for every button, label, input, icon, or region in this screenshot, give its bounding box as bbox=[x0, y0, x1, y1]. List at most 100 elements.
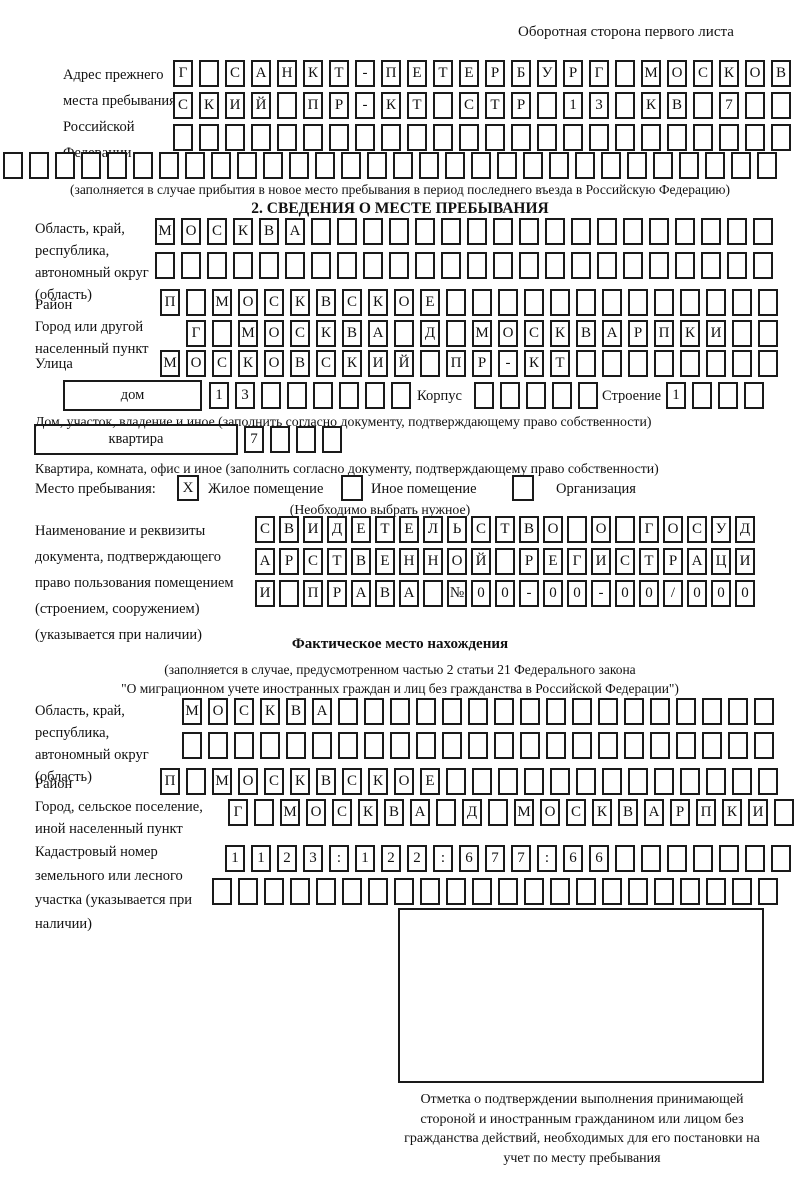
char-cell[interactable]: Л bbox=[423, 516, 443, 543]
char-cell[interactable]: 3 bbox=[589, 92, 609, 119]
char-cell[interactable] bbox=[654, 768, 674, 795]
char-cell[interactable]: Р bbox=[485, 60, 505, 87]
char-cell[interactable]: А bbox=[255, 548, 275, 575]
char-cell[interactable] bbox=[519, 218, 539, 245]
char-cell[interactable] bbox=[650, 698, 670, 725]
char-cell[interactable]: С bbox=[316, 350, 336, 377]
char-cell[interactable]: В bbox=[290, 350, 310, 377]
char-cell[interactable] bbox=[563, 124, 583, 151]
char-cell[interactable] bbox=[667, 124, 687, 151]
char-cell[interactable]: С bbox=[225, 60, 245, 87]
char-cell[interactable] bbox=[498, 768, 518, 795]
char-cell[interactable] bbox=[363, 252, 383, 279]
char-cell[interactable] bbox=[702, 698, 722, 725]
char-cell[interactable] bbox=[472, 289, 492, 316]
char-cell[interactable] bbox=[467, 218, 487, 245]
char-cell[interactable] bbox=[654, 878, 674, 905]
char-cell[interactable] bbox=[446, 289, 466, 316]
char-cell[interactable] bbox=[680, 878, 700, 905]
char-cell[interactable]: В bbox=[576, 320, 596, 347]
char-cell[interactable]: 0 bbox=[639, 580, 659, 607]
char-cell[interactable] bbox=[251, 124, 271, 151]
char-cell[interactable]: Е bbox=[459, 60, 479, 87]
char-cell[interactable] bbox=[758, 350, 778, 377]
char-cell[interactable] bbox=[550, 289, 570, 316]
char-cell[interactable]: И bbox=[225, 92, 245, 119]
char-cell[interactable] bbox=[728, 698, 748, 725]
char-cell[interactable] bbox=[208, 732, 228, 759]
char-cell[interactable] bbox=[576, 878, 596, 905]
char-cell[interactable] bbox=[718, 382, 738, 409]
char-cell[interactable]: С bbox=[207, 218, 227, 245]
char-cell[interactable] bbox=[155, 252, 175, 279]
char-cell[interactable] bbox=[667, 845, 687, 872]
char-cell[interactable]: В bbox=[667, 92, 687, 119]
char-cell[interactable] bbox=[407, 124, 427, 151]
char-cell[interactable] bbox=[311, 252, 331, 279]
char-cell[interactable] bbox=[391, 382, 411, 409]
char-cell[interactable]: Й bbox=[251, 92, 271, 119]
char-cell[interactable]: - bbox=[591, 580, 611, 607]
char-cell[interactable]: М bbox=[280, 799, 300, 826]
char-cell[interactable]: С bbox=[524, 320, 544, 347]
char-cell[interactable] bbox=[81, 152, 101, 179]
char-cell[interactable] bbox=[472, 768, 492, 795]
char-cell[interactable] bbox=[680, 350, 700, 377]
char-cell[interactable] bbox=[436, 799, 456, 826]
char-cell[interactable] bbox=[692, 382, 712, 409]
char-cell[interactable]: 1 bbox=[563, 92, 583, 119]
char-cell[interactable]: С bbox=[615, 548, 635, 575]
char-cell[interactable]: О bbox=[181, 218, 201, 245]
char-cell[interactable]: Д bbox=[420, 320, 440, 347]
char-cell[interactable]: 1 bbox=[225, 845, 245, 872]
char-cell[interactable]: 2 bbox=[407, 845, 427, 872]
char-cell[interactable] bbox=[263, 152, 283, 179]
char-cell[interactable]: Р bbox=[327, 580, 347, 607]
char-cell[interactable] bbox=[212, 878, 232, 905]
char-cell[interactable]: С bbox=[566, 799, 586, 826]
char-cell[interactable] bbox=[597, 218, 617, 245]
char-cell[interactable] bbox=[199, 60, 219, 87]
char-cell[interactable]: 7 bbox=[511, 845, 531, 872]
char-cell[interactable]: Ь bbox=[447, 516, 467, 543]
char-cell[interactable]: В bbox=[519, 516, 539, 543]
char-cell[interactable]: О bbox=[264, 320, 284, 347]
char-cell[interactable] bbox=[338, 698, 358, 725]
char-cell[interactable] bbox=[446, 878, 466, 905]
char-cell[interactable]: Е bbox=[420, 289, 440, 316]
char-cell[interactable] bbox=[576, 768, 596, 795]
char-cell[interactable] bbox=[601, 152, 621, 179]
char-cell[interactable] bbox=[322, 426, 342, 453]
char-cell[interactable]: 0 bbox=[471, 580, 491, 607]
char-cell[interactable] bbox=[493, 252, 513, 279]
char-cell[interactable]: М bbox=[160, 350, 180, 377]
char-cell[interactable]: Й bbox=[394, 350, 414, 377]
char-cell[interactable] bbox=[654, 350, 674, 377]
char-cell[interactable]: 1 bbox=[209, 382, 229, 409]
char-cell[interactable]: А bbox=[399, 580, 419, 607]
char-cell[interactable]: С bbox=[234, 698, 254, 725]
char-cell[interactable] bbox=[468, 698, 488, 725]
char-cell[interactable]: К bbox=[290, 289, 310, 316]
char-cell[interactable] bbox=[615, 845, 635, 872]
checkbox-other-premises[interactable] bbox=[341, 475, 363, 501]
char-cell[interactable] bbox=[727, 218, 747, 245]
char-cell[interactable] bbox=[270, 426, 290, 453]
char-cell[interactable] bbox=[254, 799, 274, 826]
char-cell[interactable] bbox=[693, 92, 713, 119]
checkbox-organization[interactable] bbox=[512, 475, 534, 501]
char-cell[interactable]: Е bbox=[543, 548, 563, 575]
char-cell[interactable]: Р bbox=[472, 350, 492, 377]
char-cell[interactable] bbox=[758, 768, 778, 795]
char-cell[interactable] bbox=[29, 152, 49, 179]
char-cell[interactable]: С bbox=[290, 320, 310, 347]
char-cell[interactable]: М bbox=[514, 799, 534, 826]
char-cell[interactable] bbox=[706, 768, 726, 795]
char-cell[interactable] bbox=[311, 218, 331, 245]
char-cell[interactable] bbox=[442, 732, 462, 759]
char-cell[interactable] bbox=[341, 152, 361, 179]
char-cell[interactable] bbox=[303, 124, 323, 151]
char-cell[interactable]: С bbox=[342, 768, 362, 795]
char-cell[interactable] bbox=[627, 152, 647, 179]
char-cell[interactable] bbox=[159, 152, 179, 179]
